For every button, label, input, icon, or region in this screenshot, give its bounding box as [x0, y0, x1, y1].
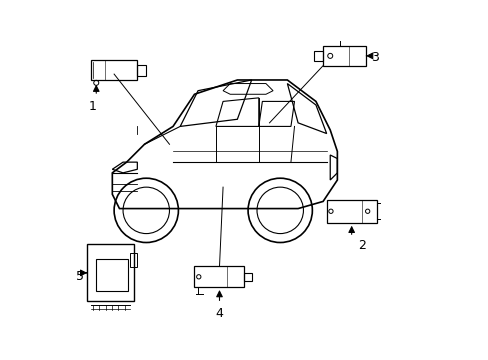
Text: 3: 3: [370, 51, 378, 64]
Text: 4: 4: [215, 307, 223, 320]
Text: 1: 1: [88, 100, 97, 113]
Text: 2: 2: [358, 239, 366, 252]
Text: 5: 5: [76, 270, 83, 283]
